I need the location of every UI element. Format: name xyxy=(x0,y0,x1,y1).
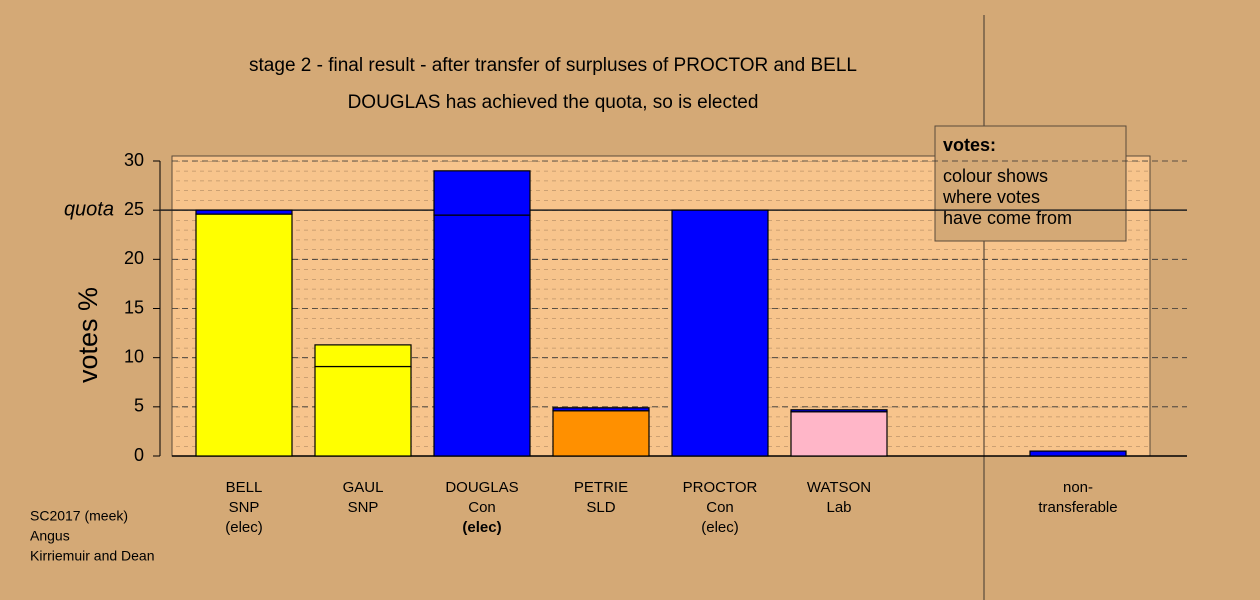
x-tick-label: Con xyxy=(706,499,734,516)
footer: Angus xyxy=(30,528,70,544)
x-tick-label: SLD xyxy=(586,499,615,516)
x-tick-label: SNP xyxy=(229,499,260,516)
bar-segment xyxy=(195,209,293,215)
x-tick-label: transferable xyxy=(1038,499,1117,516)
chart-title: stage 2 - final result - after transfer … xyxy=(249,55,857,76)
x-tick-label: SNP xyxy=(348,499,379,516)
bar-segment xyxy=(433,214,531,457)
bar-segment xyxy=(790,409,888,413)
x-tick-label: Con xyxy=(468,499,496,516)
bar-segment xyxy=(195,213,293,457)
bar-segment xyxy=(1029,450,1127,457)
x-tick-label: (elec) xyxy=(225,519,263,536)
x-tick-label: Lab xyxy=(826,499,851,516)
legend: votes: colour shows where votes have com… xyxy=(934,125,1127,242)
y-tick-label: 30 xyxy=(124,150,144,170)
bar-segment xyxy=(314,365,412,457)
x-tick-label: WATSON xyxy=(807,479,871,496)
y-tick-label: 5 xyxy=(134,396,144,416)
legend-text: colour shows xyxy=(943,166,1048,186)
bar-segment xyxy=(552,407,650,412)
x-tick-label: non- xyxy=(1063,479,1093,496)
x-tick-label: BELL xyxy=(226,479,263,496)
footer: SC2017 (meek) xyxy=(30,508,128,524)
bar-segment xyxy=(433,170,531,216)
x-tick-label: (elec) xyxy=(701,519,739,536)
bar-segment xyxy=(671,209,769,457)
legend-box xyxy=(934,125,1127,242)
bar-segment xyxy=(314,344,412,368)
quota-label: quota xyxy=(64,198,114,220)
y-tick-label: 15 xyxy=(124,297,144,317)
bar-segment xyxy=(552,410,650,457)
x-tick-label: PROCTOR xyxy=(683,479,758,496)
x-tick-label: GAUL xyxy=(343,479,384,496)
legend-text: have come from xyxy=(943,208,1072,228)
legend-text: where votes xyxy=(942,187,1040,207)
footer: Kirriemuir and Dean xyxy=(30,548,155,564)
chart-subtitle: DOUGLAS has achieved the quota, so is el… xyxy=(348,92,759,113)
y-axis-label: votes % xyxy=(73,287,103,383)
y-tick-label: 0 xyxy=(134,445,144,465)
x-tick-label: (elec) xyxy=(462,519,501,536)
x-tick-label: DOUGLAS xyxy=(445,479,518,496)
y-tick-label: 25 xyxy=(124,199,144,219)
bar-segment xyxy=(790,411,888,457)
x-tick-label: PETRIE xyxy=(574,479,628,496)
y-tick-label: 10 xyxy=(124,346,144,366)
y-tick-label: 20 xyxy=(124,248,144,268)
legend-title: votes: xyxy=(943,135,996,155)
